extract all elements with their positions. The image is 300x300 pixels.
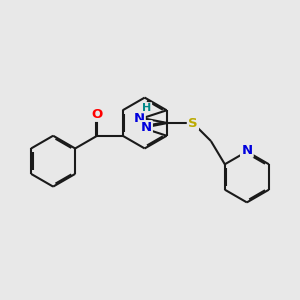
- Text: S: S: [188, 116, 198, 130]
- Text: O: O: [92, 108, 103, 121]
- Text: N: N: [140, 122, 152, 134]
- Text: N: N: [134, 112, 145, 125]
- Text: H: H: [142, 103, 152, 113]
- Text: N: N: [241, 144, 252, 157]
